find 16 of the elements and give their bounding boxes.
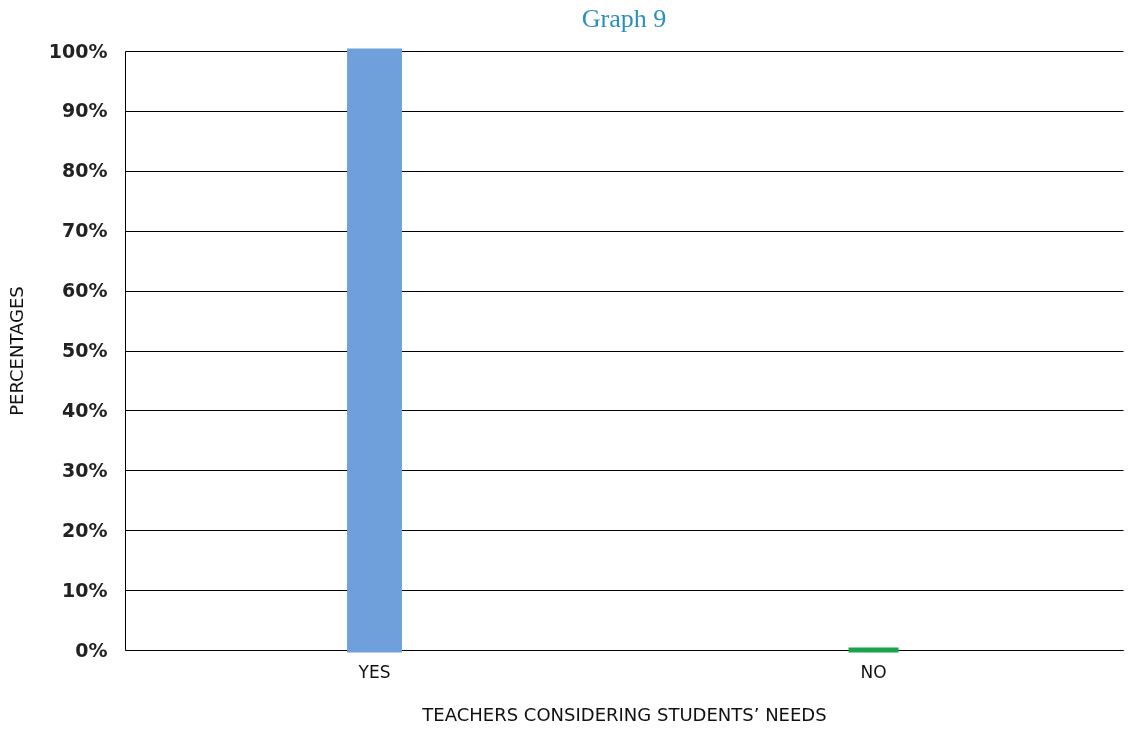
- y-tick-label: 0%: [75, 638, 108, 661]
- x-tick-label: NO: [860, 661, 887, 682]
- y-tick-label: 70%: [62, 219, 108, 242]
- y-tick-label: 80%: [62, 159, 108, 182]
- x-axis-title: TEACHERS CONSIDERING STUDENTS’ NEEDS: [421, 703, 827, 725]
- y-tick-label: 100%: [48, 39, 108, 62]
- x-tick-label: YES: [357, 661, 391, 682]
- y-tick-label: 20%: [62, 518, 108, 541]
- y-tick-label: 50%: [62, 339, 108, 361]
- y-tick-label: 60%: [62, 279, 108, 302]
- y-tick-label: 10%: [62, 578, 108, 601]
- y-tick-label: 40%: [62, 398, 108, 421]
- y-tick-label: 90%: [62, 99, 108, 122]
- y-tick-label: 30%: [62, 458, 108, 481]
- y-axis-title: PERCENTAGES: [5, 286, 27, 416]
- chart-title: Graph 9: [581, 4, 667, 33]
